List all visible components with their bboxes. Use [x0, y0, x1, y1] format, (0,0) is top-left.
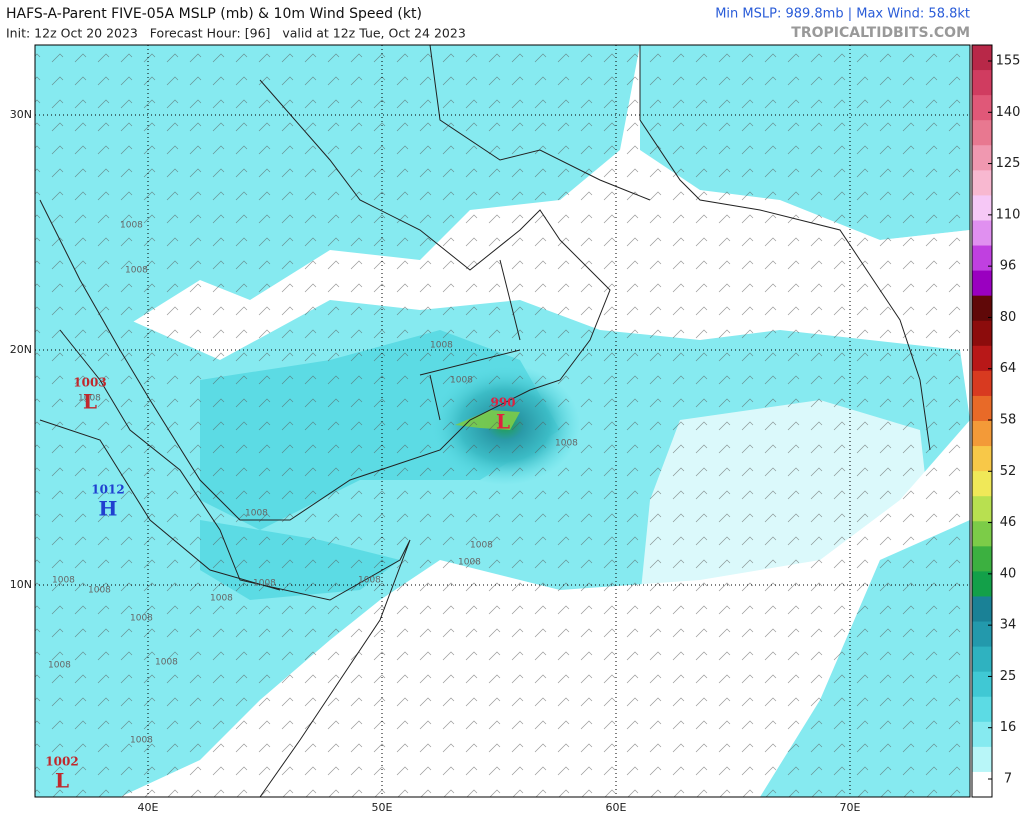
isobar-label: 1008	[450, 376, 473, 386]
colorbar-label: 7	[1004, 772, 1012, 787]
colorbar-swatch	[972, 70, 992, 96]
colorbar-swatch	[972, 395, 992, 422]
colorbar-swatch	[972, 521, 992, 547]
colorbar-swatch	[972, 721, 992, 748]
map-area	[34, 44, 971, 798]
colorbar-label: 16	[1000, 720, 1017, 735]
colorbar-label: 40	[1000, 566, 1017, 581]
isobar-label: 1008	[52, 576, 75, 586]
center-pressure: 1002	[45, 755, 78, 769]
stats: Min MSLP: 989.8mb | Max Wind: 58.8kt	[715, 7, 970, 22]
isobar-label: 1008	[245, 509, 268, 519]
colorbar-swatch	[972, 220, 992, 247]
colorbar-swatch	[972, 646, 992, 673]
colorbar-swatch	[972, 671, 992, 698]
colorbar-swatch	[972, 245, 992, 272]
colorbar-swatch	[972, 746, 992, 773]
center-symbol: L	[83, 390, 97, 414]
colorbar-swatch	[972, 170, 992, 196]
colorbar: 7 16 25 34 40 46 52 58 64 80 96 110 125 140 155	[971, 44, 1021, 798]
colorbar-swatch	[972, 45, 992, 71]
isobar-label: 1008	[555, 439, 578, 449]
colorbar-label: 96	[1000, 259, 1017, 274]
colorbar-label: 110	[996, 207, 1021, 222]
colorbar-label: 34	[1000, 618, 1017, 633]
lat-label: 30N	[10, 108, 32, 121]
center-symbol: H	[99, 497, 118, 521]
colorbar-swatch	[972, 496, 992, 522]
lon-label: 50E	[372, 801, 393, 814]
isobar-label: 1008	[253, 579, 276, 589]
colorbar-swatch	[972, 621, 992, 648]
center-pressure: 990	[490, 396, 515, 410]
colorbar-label: 125	[996, 156, 1021, 171]
colorbar-swatch	[972, 195, 992, 221]
colorbar-swatch	[972, 696, 992, 723]
colorbar-swatch	[972, 596, 992, 623]
colorbar-label: 80	[1000, 310, 1017, 325]
center-pressure: 1012	[91, 483, 124, 497]
colorbar-swatch	[972, 120, 992, 146]
isobar-label: 1008	[48, 661, 71, 671]
colorbar-label: 25	[1000, 669, 1017, 684]
colorbar-swatch	[972, 145, 992, 171]
colorbar-swatch	[972, 446, 992, 472]
colorbar-label: 155	[996, 54, 1021, 69]
lat-label: 10N	[10, 578, 32, 591]
lon-label: 40E	[138, 801, 159, 814]
subtitle: Init: 12z Oct 20 2023 Forecast Hour: [96…	[6, 26, 466, 41]
colorbar-swatch	[972, 270, 992, 297]
isobar-label: 1008	[210, 594, 233, 604]
isobar-label: 1008	[458, 558, 481, 568]
colorbar-label: 58	[1000, 413, 1017, 428]
lon-label: 60E	[606, 801, 627, 814]
isobar-label: 1008	[130, 614, 153, 624]
colorbar-label: 140	[996, 105, 1021, 120]
center-pressure: 1003	[73, 376, 106, 390]
lon-label: 70E	[840, 801, 861, 814]
isobar-label: 1008	[358, 576, 381, 586]
colorbar-label: 52	[1000, 464, 1017, 479]
isobar-label: 1008	[88, 586, 111, 596]
colorbar-swatch	[972, 295, 992, 322]
isobar-label: 1008	[155, 658, 178, 668]
isobar-label: 1008	[120, 221, 143, 231]
credit: TROPICALTIDBITS.COM	[791, 25, 970, 41]
isobar-label: 1008	[125, 266, 148, 276]
colorbar-swatch	[972, 95, 992, 121]
colorbar-label: 46	[1000, 515, 1017, 530]
center-symbol: L	[496, 410, 510, 434]
isobar-label: 1008	[430, 341, 453, 351]
colorbar-swatch	[972, 345, 992, 372]
colorbar-swatch	[972, 320, 992, 347]
isobar-label: 1008	[130, 736, 153, 746]
center-symbol: L	[55, 769, 69, 793]
colorbar-swatch	[972, 771, 992, 798]
colorbar-swatch	[972, 370, 992, 397]
isobar-label: 1008	[78, 394, 101, 404]
isobar-label: 1008	[470, 541, 493, 551]
colorbar-swatch	[972, 471, 992, 497]
colorbar-swatch	[972, 571, 992, 597]
colorbar-swatch	[972, 546, 992, 572]
title: HAFS-A-Parent FIVE-05A MSLP (mb) & 10m W…	[6, 6, 422, 22]
colorbar-label: 64	[1000, 361, 1017, 376]
colorbar-swatch	[972, 421, 992, 447]
lat-label: 20N	[10, 343, 32, 356]
